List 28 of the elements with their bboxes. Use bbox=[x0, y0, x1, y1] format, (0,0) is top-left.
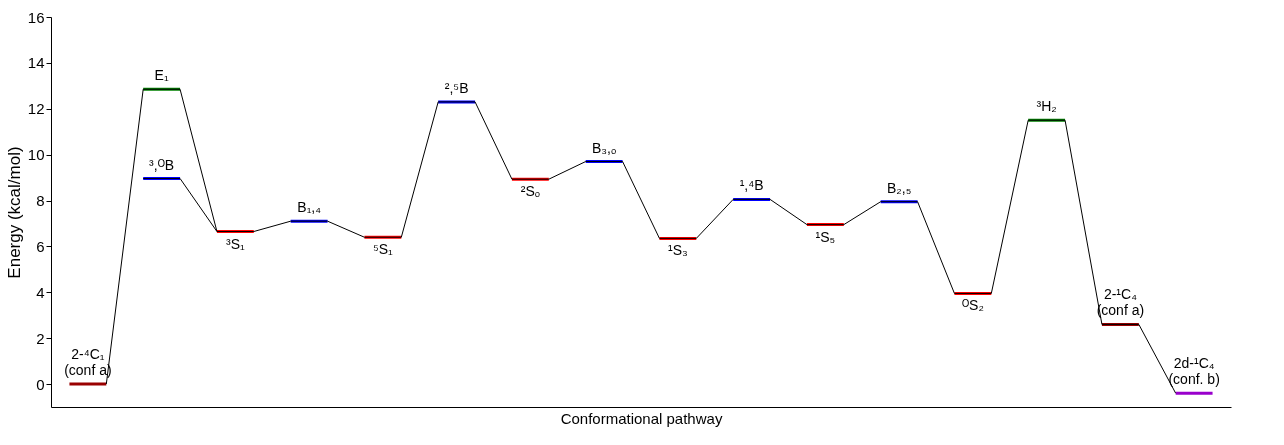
series-label: ²Sₒ bbox=[520, 183, 541, 200]
y-tick-label: 14 bbox=[27, 54, 45, 72]
series-label: B₁,₄ bbox=[297, 199, 322, 216]
y-axis-title: Energy (kcal/mol) bbox=[4, 146, 24, 279]
y-tick-label: 4 bbox=[36, 283, 45, 301]
y-tick-label: 0 bbox=[36, 375, 45, 393]
y-tick-label: 16 bbox=[27, 8, 45, 26]
series-label: ³,ᴼB bbox=[149, 156, 175, 173]
series-label: ²,⁵B bbox=[444, 79, 469, 96]
series-label: ³H₂ bbox=[1036, 98, 1057, 115]
series-label: ¹S₅ bbox=[815, 228, 836, 245]
y-tick-label: 6 bbox=[36, 237, 45, 255]
series-label: B₂,₅ bbox=[886, 179, 912, 196]
y-tick-label: 2 bbox=[36, 329, 45, 347]
series-label: 2-⁴C₁ (conf a) bbox=[64, 346, 112, 379]
series-label: ⁵S₁ bbox=[372, 241, 394, 258]
y-tick-label: 10 bbox=[27, 146, 45, 164]
series-label: ³S₁ bbox=[226, 235, 246, 252]
series-label: B₃,ₒ bbox=[592, 139, 617, 156]
series-label: E₁ bbox=[154, 67, 169, 84]
series-label: 2d-¹C₄ (conf. b) bbox=[1168, 355, 1220, 388]
x-axis-title: Conformational pathway bbox=[560, 409, 723, 427]
series-label: ¹,⁴B bbox=[739, 177, 764, 194]
y-tick-label: 8 bbox=[36, 192, 45, 210]
y-tick-label: 12 bbox=[27, 100, 45, 118]
series-label: ᴼS₂ bbox=[961, 297, 984, 314]
series-label: ¹S₃ bbox=[668, 242, 688, 259]
series-label: 2-¹C₄ (conf a) bbox=[1096, 286, 1145, 319]
